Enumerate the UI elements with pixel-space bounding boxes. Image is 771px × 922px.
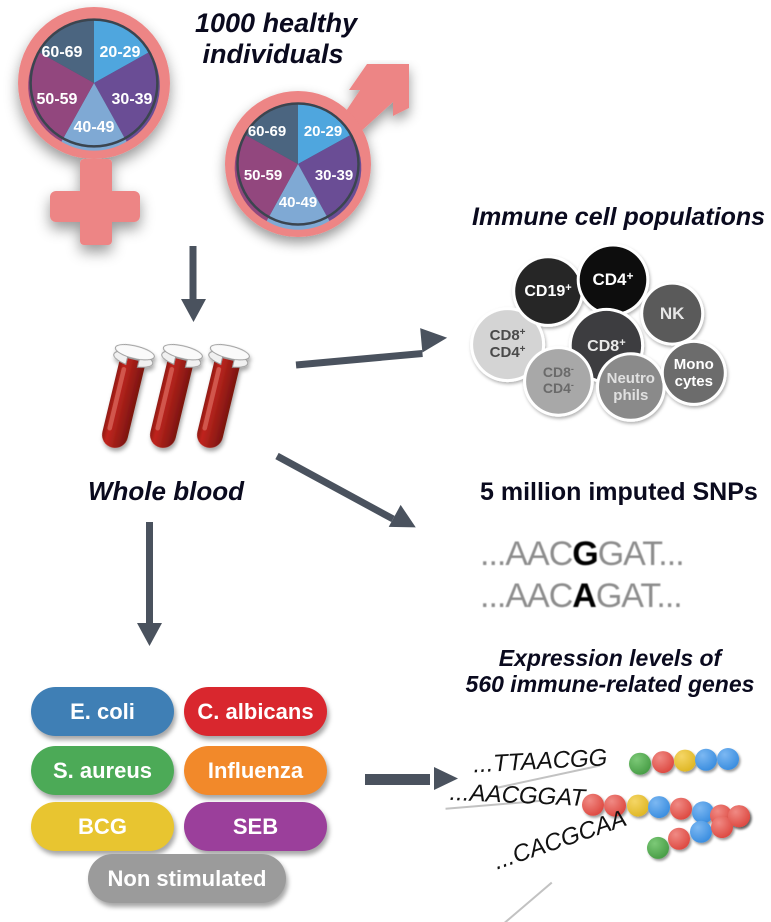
svg-text:...CACGCAA: ...CACGCAA: [490, 805, 630, 875]
svg-text:...TTAACGG: ...TTAACGG: [473, 744, 608, 778]
